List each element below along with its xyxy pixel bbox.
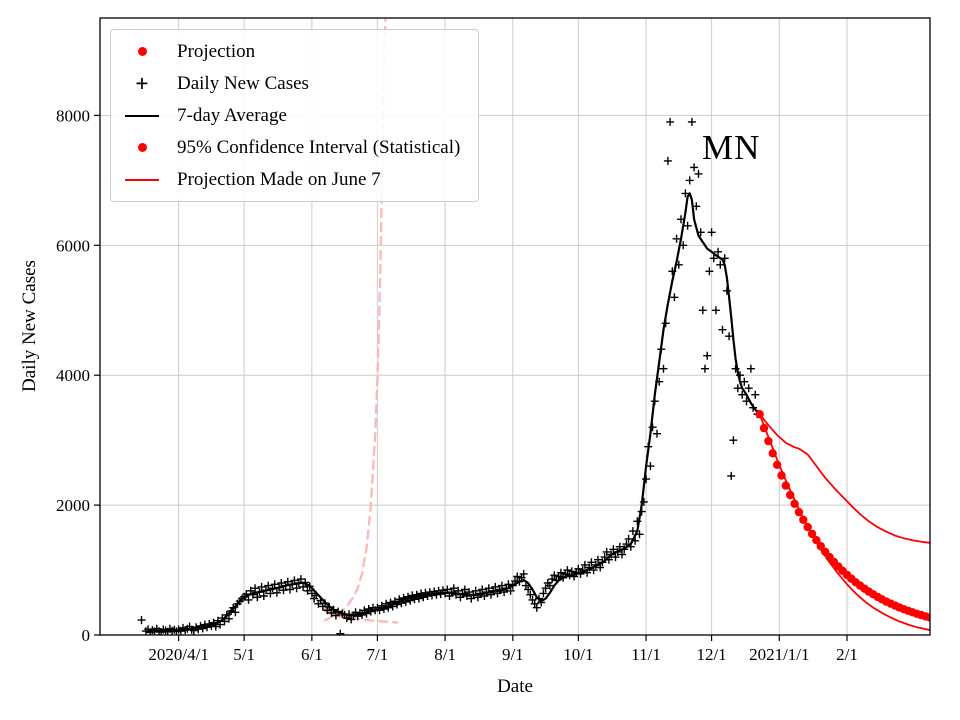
y-tick-label: 8000 [56, 106, 90, 125]
legend-item: + Daily New Cases [121, 71, 460, 96]
x-tick-label: 2021/1/1 [749, 645, 809, 664]
y-tick-label: 0 [82, 626, 91, 645]
axis-ticks: 2020/4/1 5/1 6/1 7/1 8/1 9/1 10/1 11/1 12/1 2021/… [56, 106, 858, 664]
x-tick-label: 10/1 [563, 645, 593, 664]
x-tick-label: 5/1 [233, 645, 255, 664]
legend-item: 7-day Average [121, 103, 460, 128]
y-tick-label: 2000 [56, 496, 90, 515]
axes-border [99, 17, 931, 636]
y-tick-label: 4000 [56, 366, 90, 385]
legend-marker-plus-icon: + [135, 71, 149, 95]
x-tick-label: 6/1 [301, 645, 323, 664]
legend-marker-dot-icon [121, 143, 163, 152]
legend-label: Projection Made on June 7 [177, 168, 381, 190]
x-tick-label: 2020/4/1 [148, 645, 208, 664]
x-tick-label: 12/1 [696, 645, 726, 664]
legend-label: 7-day Average [177, 104, 287, 126]
x-tick-label: 8/1 [434, 645, 456, 664]
legend-marker-line-icon [121, 114, 163, 117]
x-tick-label: 7/1 [367, 645, 389, 664]
legend-item: Projection [121, 39, 460, 64]
series-projection [755, 410, 930, 622]
state-annotation: MN [702, 128, 761, 167]
y-tick-label: 6000 [56, 236, 90, 255]
x-tick-label: 11/1 [631, 645, 661, 664]
legend-label: Projection [177, 40, 256, 62]
series-95-ci-upper [758, 413, 930, 544]
legend-marker-dot-icon [121, 47, 163, 56]
series-7-day-average [147, 192, 761, 633]
legend-label: Daily New Cases [177, 72, 309, 94]
y-axis-label: Daily New Cases [19, 260, 40, 392]
legend: Projection + Daily New Cases 7-day Average 9… [110, 29, 480, 202]
legend-item: Projection Made on June 7 [121, 167, 460, 192]
legend-marker-line-icon [121, 178, 163, 181]
series-95-ci-lower [758, 413, 930, 631]
x-tick-label: 2/1 [836, 645, 858, 664]
legend-item: 95% Confidence Interval (Statistical) [121, 135, 460, 160]
x-tick-label: 9/1 [502, 645, 524, 664]
x-axis-label: Date [497, 676, 533, 697]
legend-label: 95% Confidence Interval (Statistical) [177, 136, 461, 158]
